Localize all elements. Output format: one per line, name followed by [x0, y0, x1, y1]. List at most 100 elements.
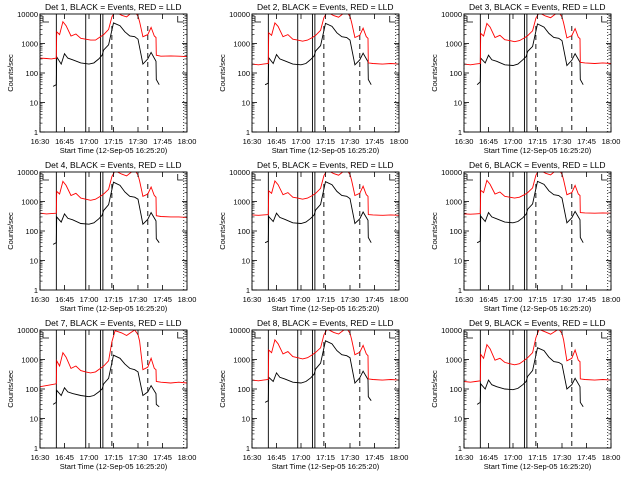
- corner-mark: [601, 332, 608, 339]
- x-tick-label: 16:45: [479, 137, 498, 146]
- y-tick-label: 100: [25, 69, 38, 78]
- series-line-lld: [464, 14, 611, 66]
- x-tick-label: 17:45: [365, 295, 384, 304]
- y-tick-label: 1: [34, 286, 38, 295]
- x-tick-label: 17:15: [316, 137, 335, 146]
- x-tick-label: 16:30: [243, 295, 262, 304]
- x-tick-label: 17:00: [80, 295, 99, 304]
- panel-title: Det 3, BLACK = Events, RED = LLD: [469, 2, 606, 12]
- x-tick-label: 17:30: [553, 453, 572, 462]
- corner-mark: [42, 16, 49, 23]
- x-tick-label: 17:15: [528, 453, 547, 462]
- x-tick-label: 18:00: [390, 295, 409, 304]
- y-tick-label: 100: [449, 385, 462, 394]
- y-tick-label: 1: [246, 444, 250, 453]
- x-tick-label: 17:00: [80, 453, 99, 462]
- series-line-events: [52, 181, 160, 245]
- y-tick-label: 10000: [229, 326, 250, 335]
- detector-panel-4: Det 4, BLACK = Events, RED = LLD 1 10 100 10…: [6, 160, 196, 313]
- x-tick-label: 17:45: [365, 137, 384, 146]
- series-line-lld: [252, 330, 399, 382]
- x-tick-label: 18:00: [178, 295, 197, 304]
- corner-mark: [42, 332, 49, 339]
- panel-title: Det 2, BLACK = Events, RED = LLD: [257, 2, 394, 12]
- x-tick-label: 16:45: [267, 453, 286, 462]
- corner-mark: [466, 332, 473, 339]
- y-axis-label: Counts/sec: [6, 370, 15, 408]
- y-tick-label: 1000: [445, 198, 462, 207]
- y-tick-label: 1: [246, 286, 250, 295]
- y-tick-label: 100: [449, 69, 462, 78]
- corner-mark: [466, 16, 473, 23]
- x-tick-label: 16:45: [479, 295, 498, 304]
- series-line-lld: [252, 172, 399, 216]
- corner-mark: [601, 174, 608, 181]
- x-tick-label: 17:00: [504, 453, 523, 462]
- y-tick-label: 1000: [21, 40, 38, 49]
- x-tick-label: 17:30: [553, 295, 572, 304]
- y-tick-label: 1: [34, 128, 38, 137]
- panel-title: Det 9, BLACK = Events, RED = LLD: [469, 318, 606, 328]
- y-tick-label: 1: [458, 128, 462, 137]
- y-tick-label: 10: [454, 257, 462, 266]
- y-axis-label: Counts/sec: [430, 54, 439, 92]
- y-tick-label: 100: [237, 385, 250, 394]
- y-tick-label: 1000: [21, 356, 38, 365]
- x-tick-label: 18:00: [390, 453, 409, 462]
- x-tick-label: 16:45: [267, 295, 286, 304]
- x-tick-label: 17:30: [341, 453, 360, 462]
- series-line-lld: [40, 14, 187, 60]
- x-tick-label: 17:15: [104, 453, 123, 462]
- x-tick-label: 18:00: [178, 453, 197, 462]
- x-tick-label: 17:00: [292, 453, 311, 462]
- x-tick-label: 16:30: [455, 295, 474, 304]
- x-tick-label: 17:00: [80, 137, 99, 146]
- detector-panel-2: Det 2, BLACK = Events, RED = LLD 1 10 100 10…: [218, 2, 408, 155]
- panel-title: Det 6, BLACK = Events, RED = LLD: [469, 160, 606, 170]
- series-line-events: [52, 354, 160, 408]
- y-tick-label: 10: [242, 257, 250, 266]
- corner-mark: [177, 16, 184, 23]
- y-tick-label: 10000: [229, 168, 250, 177]
- y-tick-label: 1000: [233, 198, 250, 207]
- y-axis-label: Counts/sec: [6, 54, 15, 92]
- detector-panel-7: Det 7, BLACK = Events, RED = LLD 1 10 100 10…: [6, 318, 196, 471]
- x-tick-label: 16:30: [455, 453, 474, 462]
- x-tick-label: 18:00: [178, 137, 197, 146]
- x-axis-label: Start Time (12-Sep-05 16:25:20): [272, 146, 380, 155]
- corner-mark: [389, 16, 396, 23]
- y-tick-label: 1000: [233, 40, 250, 49]
- y-axis-label: Counts/sec: [218, 212, 227, 250]
- detector-panel-5: Det 5, BLACK = Events, RED = LLD 1 10 100 10…: [218, 160, 408, 313]
- y-tick-label: 1: [246, 128, 250, 137]
- series-line-events: [476, 347, 584, 408]
- panel-title: Det 1, BLACK = Events, RED = LLD: [45, 2, 182, 12]
- x-tick-label: 16:45: [55, 453, 74, 462]
- x-tick-label: 17:45: [577, 137, 596, 146]
- x-tick-label: 17:45: [153, 453, 172, 462]
- x-tick-label: 16:45: [267, 137, 286, 146]
- y-tick-label: 10000: [441, 326, 462, 335]
- y-tick-label: 10: [454, 415, 462, 424]
- corner-mark: [254, 174, 261, 181]
- series-line-lld: [252, 14, 399, 66]
- series-line-events: [264, 22, 372, 86]
- y-axis-label: Counts/sec: [218, 370, 227, 408]
- y-tick-label: 100: [449, 227, 462, 236]
- x-tick-label: 17:00: [504, 295, 523, 304]
- x-axis-label: Start Time (12-Sep-05 16:25:20): [484, 304, 592, 313]
- y-tick-label: 1: [34, 444, 38, 453]
- x-tick-label: 17:30: [341, 295, 360, 304]
- corner-mark: [601, 16, 608, 23]
- x-axis-label: Start Time (12-Sep-05 16:25:20): [60, 462, 168, 471]
- x-tick-label: 18:00: [390, 137, 409, 146]
- corner-mark: [389, 174, 396, 181]
- y-tick-label: 10000: [17, 326, 38, 335]
- corner-mark: [254, 332, 261, 339]
- x-tick-label: 16:45: [55, 295, 74, 304]
- y-tick-label: 10: [30, 257, 38, 266]
- x-tick-label: 16:30: [31, 453, 50, 462]
- y-tick-label: 10: [242, 415, 250, 424]
